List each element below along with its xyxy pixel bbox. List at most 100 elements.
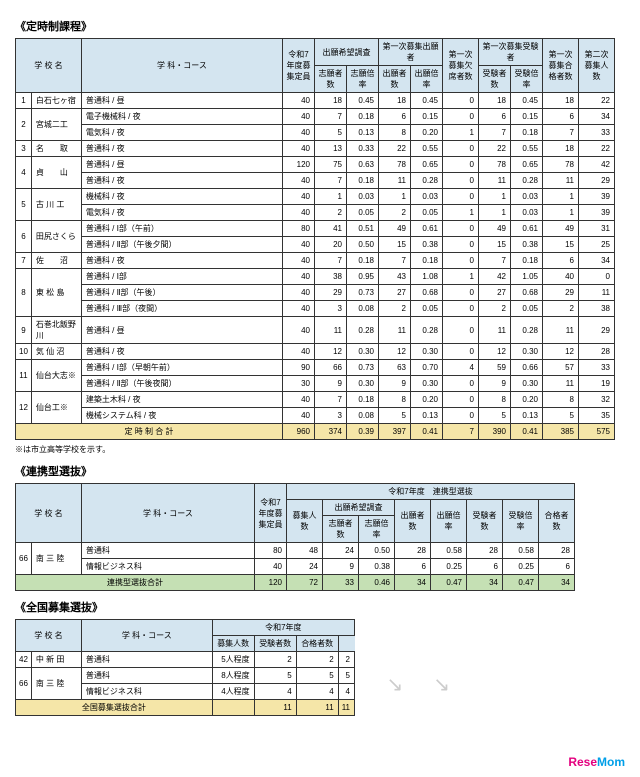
cell: 78 xyxy=(479,157,511,173)
total-cell: 0.41 xyxy=(411,424,443,440)
school-name: 石巻北飯野川 xyxy=(31,317,81,344)
table-row: 普通科 / Ⅱ部（午後）40290.73270.680270.682911 xyxy=(16,285,615,301)
total-cell: 0.47 xyxy=(431,575,467,591)
cell: 27 xyxy=(379,285,411,301)
cell: 0.68 xyxy=(511,285,543,301)
school-name: 南 三 陸 xyxy=(31,543,81,575)
cell: 0.30 xyxy=(511,344,543,360)
cell: 0.30 xyxy=(411,344,443,360)
course-name: 機械科 / 夜 xyxy=(81,189,282,205)
total-cell: 34 xyxy=(539,575,575,591)
table-row: 普通科 / 夜4070.18110.280110.281129 xyxy=(16,173,615,189)
cell: 8 xyxy=(379,392,411,408)
cell: 66 xyxy=(315,360,347,376)
cell: 0.18 xyxy=(347,173,379,189)
h2-course: 学 科・コース xyxy=(81,484,254,543)
course-name: 情報ビジネス科 xyxy=(81,684,212,700)
total-cell: 397 xyxy=(379,424,411,440)
cell: 40 xyxy=(283,344,315,360)
cell: 40 xyxy=(283,189,315,205)
cell: 22 xyxy=(379,141,411,157)
cell: 0.13 xyxy=(411,408,443,424)
cell: 0.05 xyxy=(347,205,379,221)
cell: 0.25 xyxy=(431,559,467,575)
cell: 3 xyxy=(315,301,347,317)
total-cell: 120 xyxy=(255,575,287,591)
cell: 40 xyxy=(283,125,315,141)
cell: 39 xyxy=(579,205,615,221)
h-pass: 第一次募集合格者数 xyxy=(543,39,579,93)
cell: 0.38 xyxy=(411,237,443,253)
cell: 0.18 xyxy=(411,253,443,269)
cell: 12 xyxy=(543,344,579,360)
course-name: 普通科 / Ⅰ部 xyxy=(81,269,282,285)
h-absent: 第一次募集欠席者数 xyxy=(443,39,479,93)
cell: 78 xyxy=(379,157,411,173)
course-name: 電子機械科 / 夜 xyxy=(81,109,282,125)
cell: 0.28 xyxy=(411,317,443,344)
h2-e1: 受験者数 xyxy=(467,500,503,543)
cell: 9 xyxy=(315,376,347,392)
cell: 40 xyxy=(283,173,315,189)
cell: 11 xyxy=(379,173,411,189)
cell: 12 xyxy=(315,344,347,360)
cell: 0.55 xyxy=(511,141,543,157)
cell: 9 xyxy=(379,376,411,392)
h-school: 学 校 名 xyxy=(16,39,82,93)
cell: 0.50 xyxy=(359,543,395,559)
cell: 7 xyxy=(479,253,511,269)
cell: 0.55 xyxy=(411,141,443,157)
cell: 40 xyxy=(283,317,315,344)
course-name: 普通科 / 昼 xyxy=(81,93,282,109)
total-cell: 0.41 xyxy=(511,424,543,440)
row-num: 1 xyxy=(16,93,32,109)
table-row: 情報ビジネス科402490.3860.2560.256 xyxy=(16,559,575,575)
cell: 40 xyxy=(283,285,315,301)
school-name: 南 三 陸 xyxy=(31,668,81,700)
cell: 38 xyxy=(579,301,615,317)
cell: 29 xyxy=(543,285,579,301)
row-num: 4 xyxy=(16,157,32,189)
cell: 34 xyxy=(579,253,615,269)
cell: 1.05 xyxy=(511,269,543,285)
table-row: 2宮城二工電子機械科 / 夜4070.1860.15060.15634 xyxy=(16,109,615,125)
row-num: 5 xyxy=(16,189,32,221)
cell: 0.45 xyxy=(511,93,543,109)
total-row: 連携型選抜合計12072330.46340.47340.4734 xyxy=(16,575,575,591)
cell: 0.25 xyxy=(503,559,539,575)
cell: 0 xyxy=(443,376,479,392)
course-name: 普通科 xyxy=(81,652,212,668)
total-label: 連携型選抜合計 xyxy=(16,575,255,591)
cell: 2 xyxy=(379,205,411,221)
h2-s1: 志願者数 xyxy=(323,516,359,543)
total-cell: 7 xyxy=(443,424,479,440)
cell: 42 xyxy=(579,157,615,173)
cell: 1 xyxy=(443,205,479,221)
cell: 0.28 xyxy=(511,317,543,344)
table-row: 普通科 / Ⅱ部（午後夕間）40200.50150.380150.381525 xyxy=(16,237,615,253)
cell: 0.05 xyxy=(411,205,443,221)
row-num: 11 xyxy=(16,360,32,392)
cell: 4 xyxy=(443,360,479,376)
cell: 5 xyxy=(543,408,579,424)
course-name: 情報ビジネス科 xyxy=(81,559,254,575)
cell: 0.08 xyxy=(347,301,379,317)
cell: 0.30 xyxy=(347,344,379,360)
cell: 0 xyxy=(443,157,479,173)
table-row: 普通科 / Ⅲ部（夜間）4030.0820.05020.05238 xyxy=(16,301,615,317)
cell: 40 xyxy=(283,269,315,285)
cell: 0.65 xyxy=(411,157,443,173)
cell: 0 xyxy=(579,269,615,285)
cell: 0 xyxy=(443,237,479,253)
cell: 40 xyxy=(283,205,315,221)
table-row: 電気科 / 夜4050.1380.20170.18733 xyxy=(16,125,615,141)
cell: 0.03 xyxy=(411,189,443,205)
cell: 28 xyxy=(467,543,503,559)
cell: 27 xyxy=(479,285,511,301)
cell: 0.73 xyxy=(347,285,379,301)
cell: 9 xyxy=(479,376,511,392)
cell: 0.30 xyxy=(511,376,543,392)
cell: 7 xyxy=(315,109,347,125)
cell: 28 xyxy=(579,344,615,360)
cell: 1 xyxy=(379,189,411,205)
